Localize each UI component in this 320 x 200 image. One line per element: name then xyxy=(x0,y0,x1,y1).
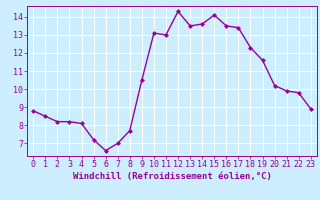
X-axis label: Windchill (Refroidissement éolien,°C): Windchill (Refroidissement éolien,°C) xyxy=(73,172,271,181)
